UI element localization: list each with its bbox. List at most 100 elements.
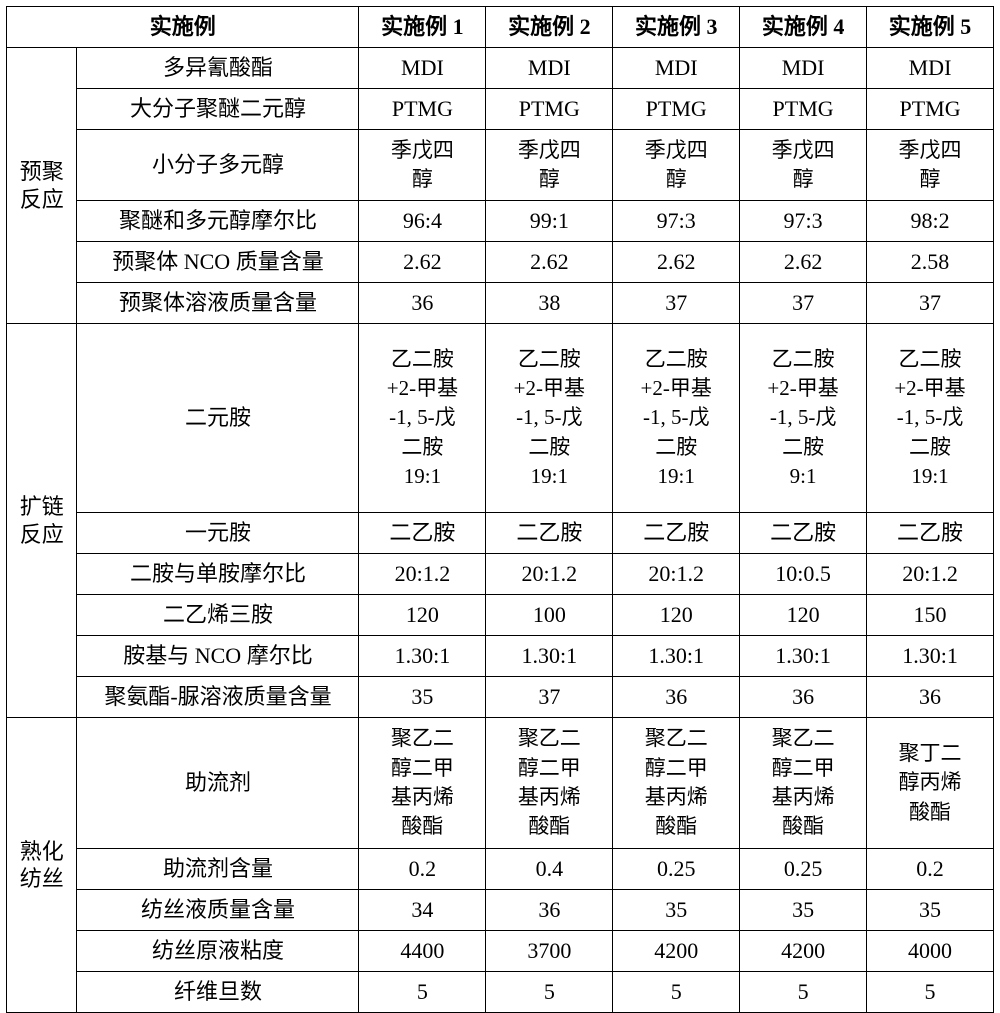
cell: 1.30:1: [359, 636, 486, 677]
cell: 37: [613, 283, 740, 324]
param-label: 多异氰酸酯: [77, 48, 359, 89]
cell: 季戊四醇: [867, 130, 994, 201]
table-row: 纺丝液质量含量 34 36 35 35 35: [7, 890, 994, 931]
cell: 2.62: [613, 242, 740, 283]
cell: 1.30:1: [867, 636, 994, 677]
cell: 乙二胺+2-甲基-1, 5-戊二胺19:1: [613, 324, 740, 513]
table-row: 预聚反应 多异氰酸酯 MDI MDI MDI MDI MDI: [7, 48, 994, 89]
cell: 聚乙二醇二甲基丙烯酸酯: [740, 718, 867, 849]
cell: 5: [359, 972, 486, 1013]
cell: 聚乙二醇二甲基丙烯酸酯: [486, 718, 613, 849]
table-row: 聚醚和多元醇摩尔比 96:4 99:1 97:3 97:3 98:2: [7, 201, 994, 242]
cell: 37: [486, 677, 613, 718]
cell: 1.30:1: [740, 636, 867, 677]
header-col-3: 实施例 3: [613, 7, 740, 48]
cell: 1.30:1: [613, 636, 740, 677]
param-label: 预聚体 NCO 质量含量: [77, 242, 359, 283]
cell: PTMG: [613, 89, 740, 130]
table-row: 扩链反应 二元胺 乙二胺+2-甲基-1, 5-戊二胺19:1 乙二胺+2-甲基-…: [7, 324, 994, 513]
cell: 4200: [740, 931, 867, 972]
cell: MDI: [486, 48, 613, 89]
cell: 5: [867, 972, 994, 1013]
spec-table: 实施例 实施例 1 实施例 2 实施例 3 实施例 4 实施例 5 预聚反应 多…: [6, 6, 994, 1013]
cell: 聚乙二醇二甲基丙烯酸酯: [613, 718, 740, 849]
param-label: 预聚体溶液质量含量: [77, 283, 359, 324]
cell: MDI: [867, 48, 994, 89]
cell: 38: [486, 283, 613, 324]
cell: 季戊四醇: [486, 130, 613, 201]
cell: 96:4: [359, 201, 486, 242]
table-row: 纤维旦数 5 5 5 5 5: [7, 972, 994, 1013]
cell: 0.2: [867, 849, 994, 890]
cell: 37: [740, 283, 867, 324]
cell: 季戊四醇: [359, 130, 486, 201]
header-col-1: 实施例 1: [359, 7, 486, 48]
cell: 二乙胺: [486, 513, 613, 554]
param-label: 聚氨酯-脲溶液质量含量: [77, 677, 359, 718]
cell: 5: [740, 972, 867, 1013]
header-param: 实施例: [7, 7, 359, 48]
cell: MDI: [740, 48, 867, 89]
cell: MDI: [359, 48, 486, 89]
cell: 35: [740, 890, 867, 931]
cell: PTMG: [486, 89, 613, 130]
cell: 97:3: [613, 201, 740, 242]
cell: 乙二胺+2-甲基-1, 5-戊二胺19:1: [486, 324, 613, 513]
cell: 3700: [486, 931, 613, 972]
param-label: 胺基与 NCO 摩尔比: [77, 636, 359, 677]
cell: 150: [867, 595, 994, 636]
param-label: 聚醚和多元醇摩尔比: [77, 201, 359, 242]
cell: 34: [359, 890, 486, 931]
cell: 2.62: [740, 242, 867, 283]
table-row: 预聚体溶液质量含量 36 38 37 37 37: [7, 283, 994, 324]
group-label-3: 熟化纺丝: [7, 718, 77, 1013]
group-label-2: 扩链反应: [7, 324, 77, 718]
cell: 35: [613, 890, 740, 931]
cell: 4200: [613, 931, 740, 972]
cell: 20:1.2: [867, 554, 994, 595]
cell: 35: [867, 890, 994, 931]
cell: 20:1.2: [486, 554, 613, 595]
header-col-5: 实施例 5: [867, 7, 994, 48]
cell: 100: [486, 595, 613, 636]
cell: 2.62: [486, 242, 613, 283]
cell: 97:3: [740, 201, 867, 242]
cell: 36: [740, 677, 867, 718]
cell: 120: [359, 595, 486, 636]
cell: PTMG: [867, 89, 994, 130]
table-row: 聚氨酯-脲溶液质量含量 35 37 36 36 36: [7, 677, 994, 718]
param-label: 助流剂含量: [77, 849, 359, 890]
table-row: 熟化纺丝 助流剂 聚乙二醇二甲基丙烯酸酯 聚乙二醇二甲基丙烯酸酯 聚乙二醇二甲基…: [7, 718, 994, 849]
cell: 5: [486, 972, 613, 1013]
cell: PTMG: [740, 89, 867, 130]
header-col-4: 实施例 4: [740, 7, 867, 48]
cell: MDI: [613, 48, 740, 89]
cell: 1.30:1: [486, 636, 613, 677]
param-label: 二乙烯三胺: [77, 595, 359, 636]
cell: 0.2: [359, 849, 486, 890]
cell: 4000: [867, 931, 994, 972]
cell: 0.25: [613, 849, 740, 890]
cell: 0.25: [740, 849, 867, 890]
cell: 36: [359, 283, 486, 324]
table-row: 小分子多元醇 季戊四醇 季戊四醇 季戊四醇 季戊四醇 季戊四醇: [7, 130, 994, 201]
cell: 99:1: [486, 201, 613, 242]
cell: 20:1.2: [613, 554, 740, 595]
cell: 20:1.2: [359, 554, 486, 595]
cell: 0.4: [486, 849, 613, 890]
table-header-row: 实施例 实施例 1 实施例 2 实施例 3 实施例 4 实施例 5: [7, 7, 994, 48]
table-row: 预聚体 NCO 质量含量 2.62 2.62 2.62 2.62 2.58: [7, 242, 994, 283]
table-row: 助流剂含量 0.2 0.4 0.25 0.25 0.2: [7, 849, 994, 890]
param-label: 纤维旦数: [77, 972, 359, 1013]
cell: 5: [613, 972, 740, 1013]
cell: 聚乙二醇二甲基丙烯酸酯: [359, 718, 486, 849]
cell: 4400: [359, 931, 486, 972]
table-row: 一元胺 二乙胺 二乙胺 二乙胺 二乙胺 二乙胺: [7, 513, 994, 554]
cell: 乙二胺+2-甲基-1, 5-戊二胺19:1: [359, 324, 486, 513]
cell: 季戊四醇: [613, 130, 740, 201]
cell: 120: [613, 595, 740, 636]
cell: 10:0.5: [740, 554, 867, 595]
param-label: 二胺与单胺摩尔比: [77, 554, 359, 595]
param-label: 纺丝原液粘度: [77, 931, 359, 972]
param-label: 纺丝液质量含量: [77, 890, 359, 931]
